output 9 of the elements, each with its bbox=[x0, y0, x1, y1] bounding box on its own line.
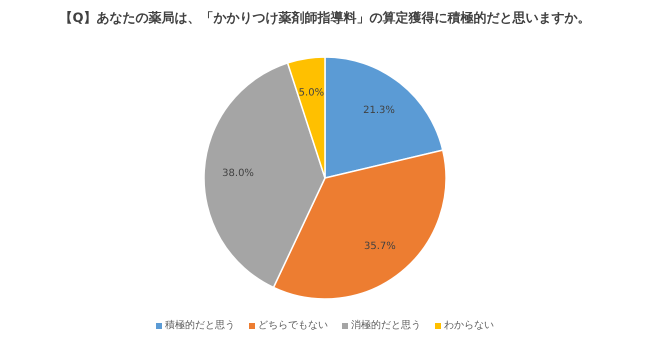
chart-title: 【Q】あなたの薬局は、「かかりつけ薬剤師指導料」の算定獲得に積極的だと思いますか。 bbox=[59, 10, 591, 26]
data-label: 35.7% bbox=[364, 241, 396, 252]
legend-label: 積極的だと思う bbox=[165, 319, 235, 331]
legend-label: 消極的だと思う bbox=[351, 319, 421, 331]
data-label: 5.0% bbox=[298, 87, 324, 98]
legend-label: わからない bbox=[444, 320, 494, 331]
data-label: 21.3% bbox=[363, 105, 395, 116]
data-label: 38.0% bbox=[222, 168, 254, 180]
legend-label: どちらでもない bbox=[258, 320, 328, 331]
